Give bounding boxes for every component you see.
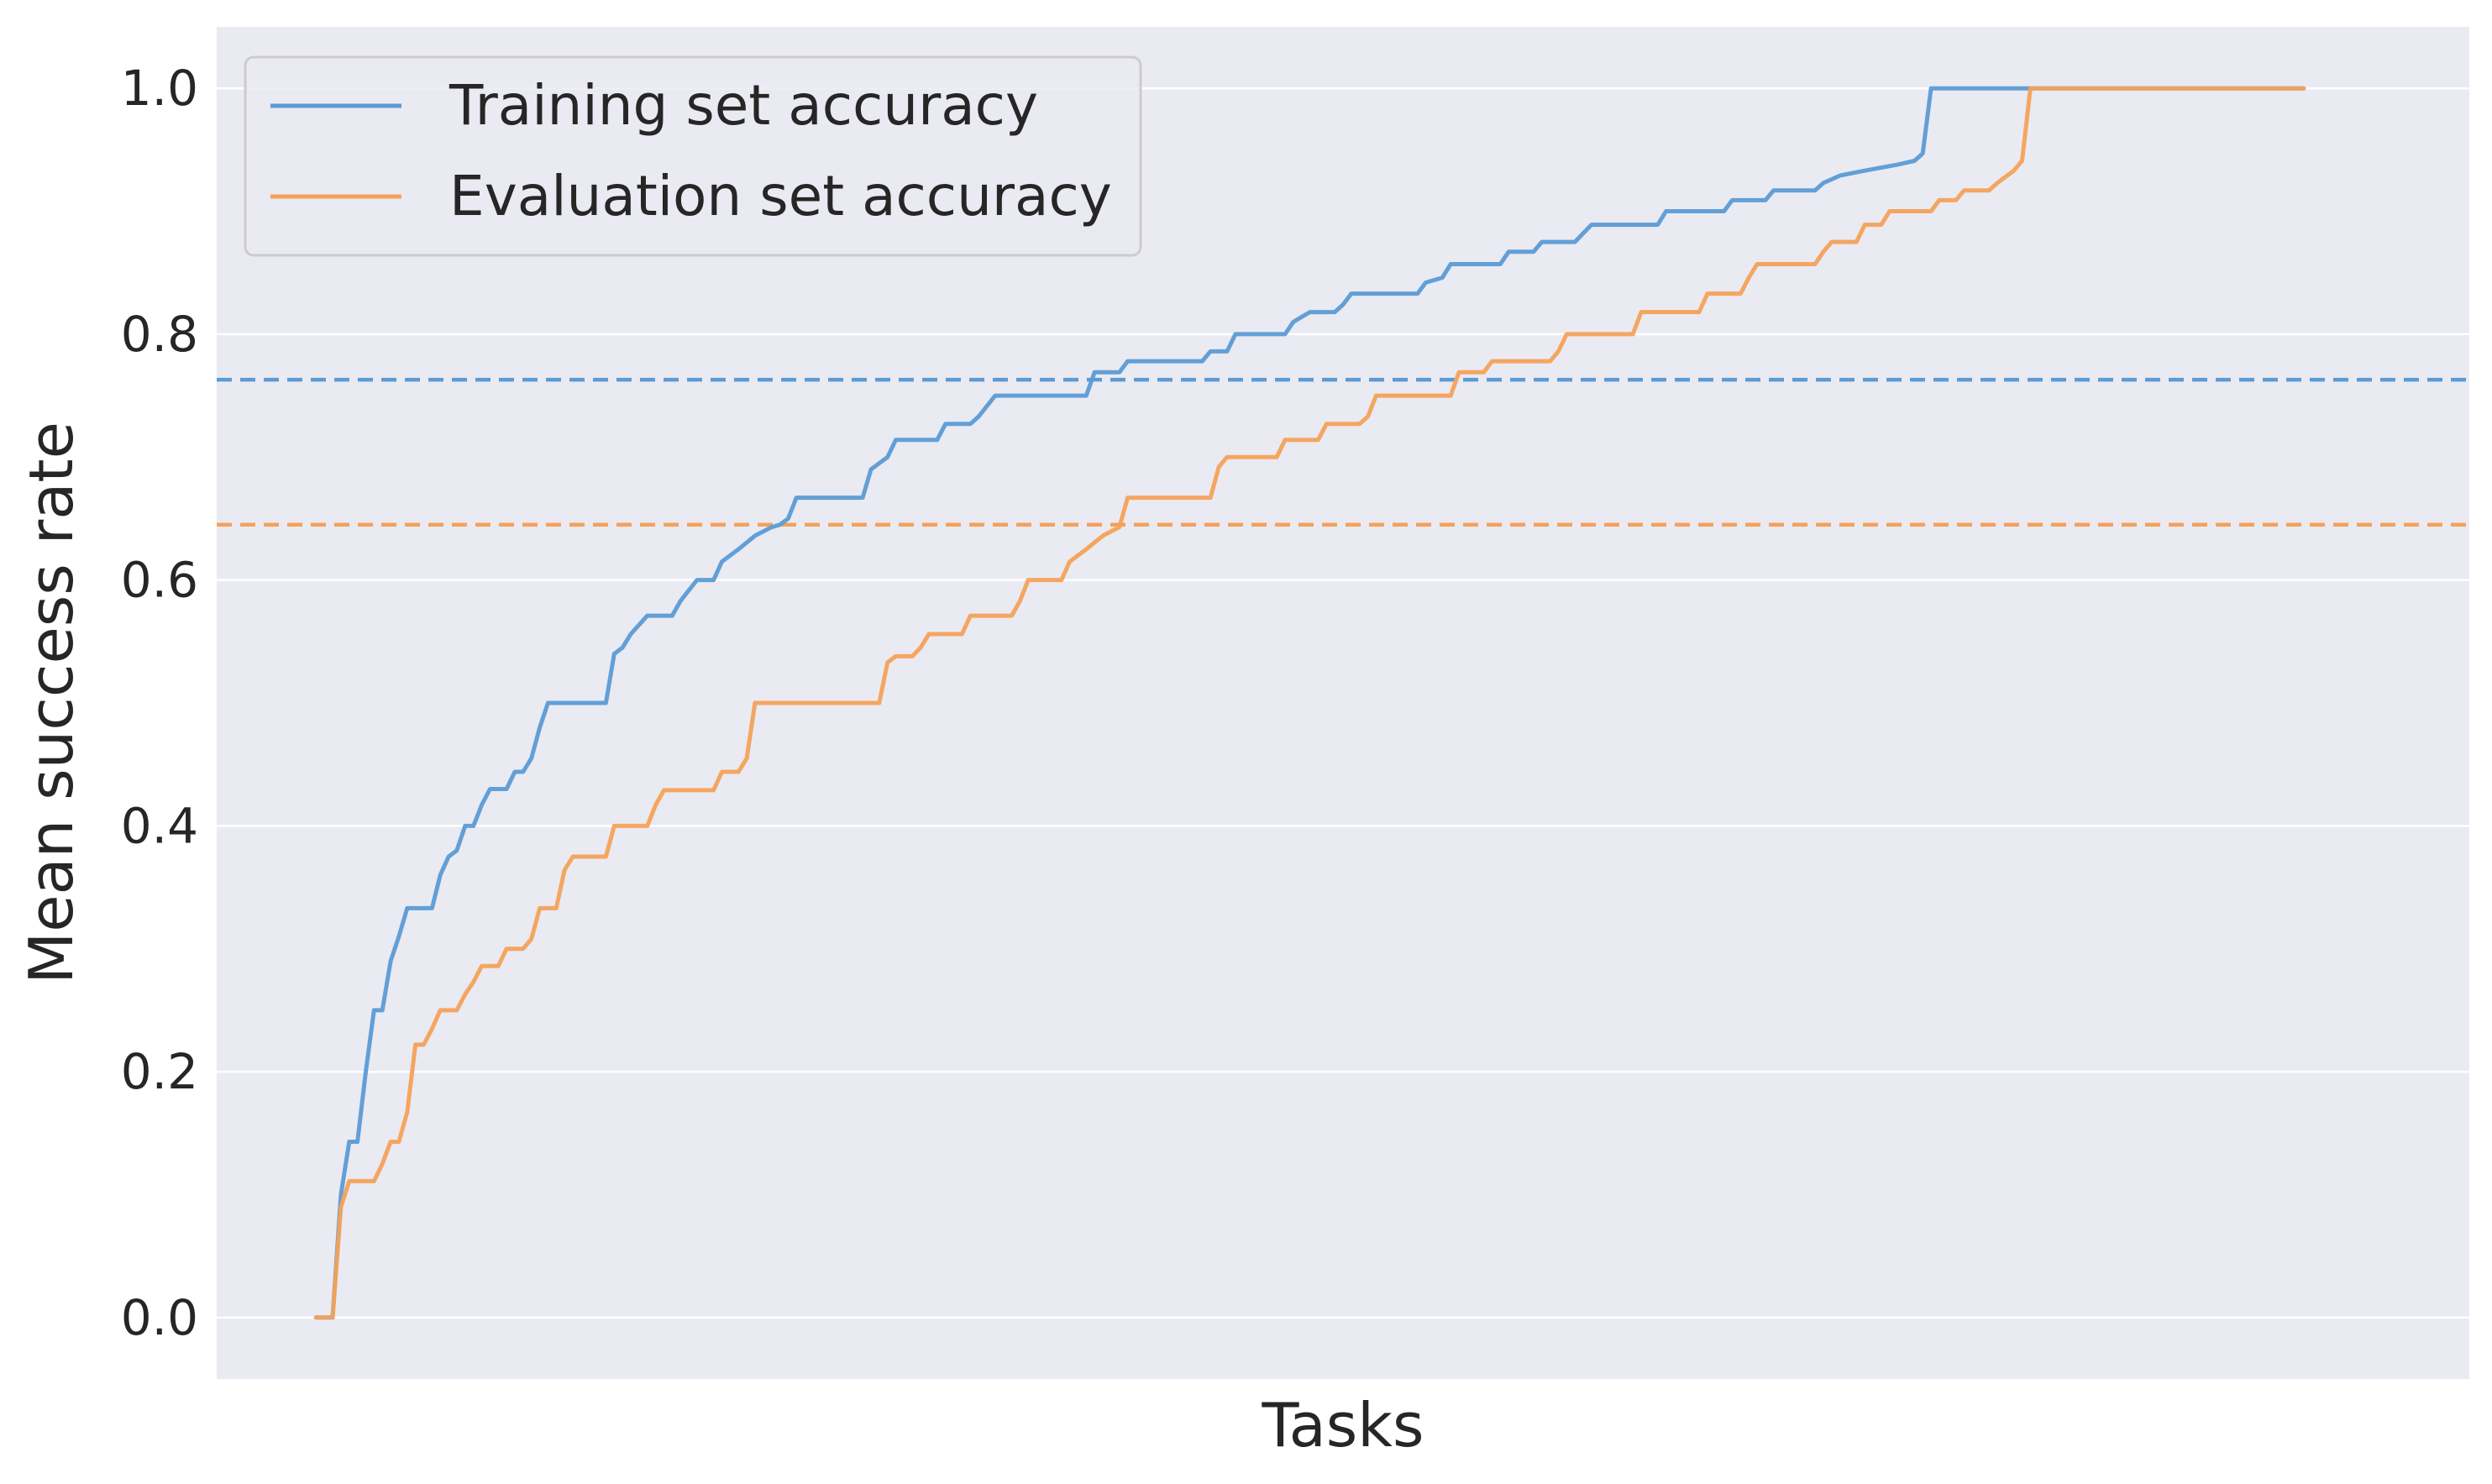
legend-box <box>244 55 1142 257</box>
legend-label-evaluation: Evaluation set accuracy <box>449 164 1112 228</box>
series-lines <box>313 86 2306 1320</box>
legend: Training set accuracy Evaluation set acc… <box>244 55 1142 257</box>
y-tick-label: 1.0 <box>121 60 198 117</box>
y-axis-label: Mean success rate <box>16 422 87 984</box>
y-tick-label: 0.2 <box>121 1043 198 1100</box>
series-line-evaluation <box>313 86 2306 1320</box>
series-line-training <box>313 86 2306 1320</box>
y-tick-label: 0.4 <box>121 797 198 854</box>
y-tick-label: 0.8 <box>121 306 198 363</box>
y-tick-label: 0.6 <box>121 552 198 609</box>
legend-label-training: Training set accuracy <box>449 73 1038 138</box>
y-tick-label: 0.0 <box>121 1289 198 1346</box>
y-tick-labels: 0.0 0.2 0.4 0.6 0.8 1.0 <box>121 60 198 1346</box>
x-axis-label: Tasks <box>1262 1390 1424 1460</box>
